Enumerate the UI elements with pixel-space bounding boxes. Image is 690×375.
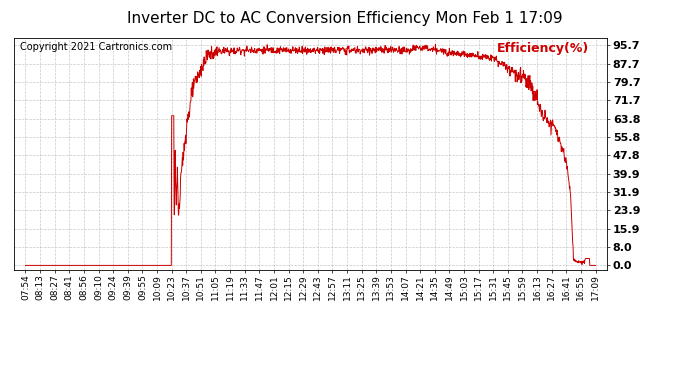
Text: Inverter DC to AC Conversion Efficiency Mon Feb 1 17:09: Inverter DC to AC Conversion Efficiency … xyxy=(127,11,563,26)
Text: Copyright 2021 Cartronics.com: Copyright 2021 Cartronics.com xyxy=(20,42,172,52)
Text: Efficiency(%): Efficiency(%) xyxy=(497,42,589,55)
